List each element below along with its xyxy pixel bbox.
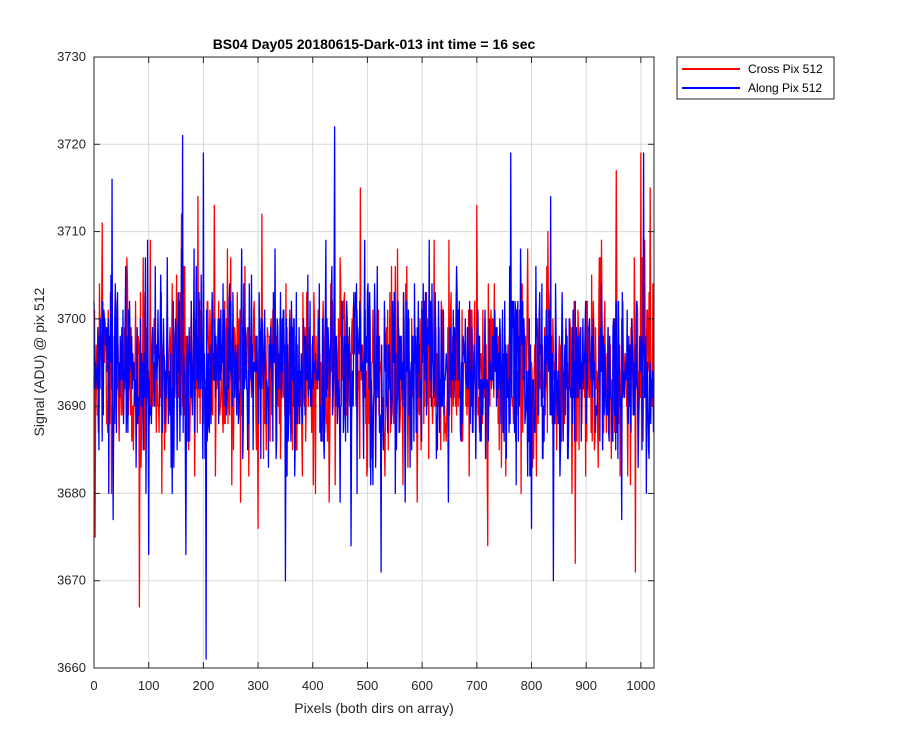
x-axis-label: Pixels (both dirs on array) xyxy=(294,700,454,716)
x-tick-label: 200 xyxy=(193,678,215,693)
y-tick-label: 3690 xyxy=(57,398,86,413)
x-tick-label: 0 xyxy=(90,678,97,693)
legend-label-along: Along Pix 512 xyxy=(748,81,822,95)
y-tick-label: 3710 xyxy=(57,224,86,239)
axis-ticks: 0 100 200 300 400 500 600 700 800 900 1000 3660 3670… xyxy=(57,49,655,693)
x-tick-label: 100 xyxy=(138,678,160,693)
legend-box xyxy=(676,56,835,100)
x-tick-label: 300 xyxy=(247,678,269,693)
y-tick-label: 3670 xyxy=(57,573,86,588)
x-tick-label: 600 xyxy=(411,678,433,693)
x-tick-label: 700 xyxy=(466,678,488,693)
series-line-along-pix-512 xyxy=(93,126,655,660)
y-tick-label: 3700 xyxy=(57,311,86,326)
chart-title: BS04 Day05 20180615-Dark-013 int time = … xyxy=(213,36,536,52)
y-tick-label: 3660 xyxy=(57,660,86,675)
x-tick-label: 800 xyxy=(521,678,543,693)
y-axis-label: Signal (ADU) @ pix 512 xyxy=(31,287,47,436)
x-tick-label: 1000 xyxy=(626,678,655,693)
y-tick-label: 3730 xyxy=(57,49,86,64)
y-tick-label: 3720 xyxy=(57,136,86,151)
x-tick-label: 400 xyxy=(302,678,324,693)
plot-frame xyxy=(93,56,655,669)
legend: Cross Pix 512 Along Pix 512 xyxy=(676,56,835,100)
series-layer xyxy=(93,126,655,660)
x-tick-label: 900 xyxy=(575,678,597,693)
y-tick-label: 3680 xyxy=(57,485,86,500)
x-tick-label: 500 xyxy=(357,678,379,693)
legend-label-cross: Cross Pix 512 xyxy=(748,62,823,76)
